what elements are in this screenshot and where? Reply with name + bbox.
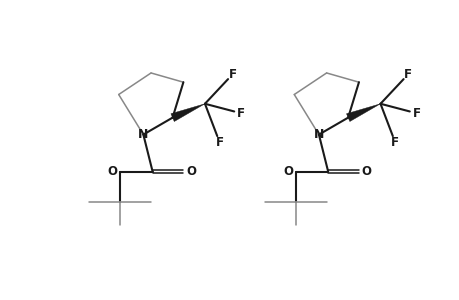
Text: O: O xyxy=(361,165,371,178)
Text: O: O xyxy=(282,165,292,178)
Text: N: N xyxy=(313,128,324,141)
Text: O: O xyxy=(107,165,118,178)
Text: F: F xyxy=(412,107,420,120)
Text: F: F xyxy=(391,136,398,149)
Text: F: F xyxy=(403,68,411,81)
Text: F: F xyxy=(215,136,223,149)
Polygon shape xyxy=(171,104,205,122)
Text: F: F xyxy=(236,107,244,120)
Text: N: N xyxy=(138,128,148,141)
Polygon shape xyxy=(346,104,380,122)
Text: F: F xyxy=(228,68,236,81)
Text: O: O xyxy=(186,165,196,178)
